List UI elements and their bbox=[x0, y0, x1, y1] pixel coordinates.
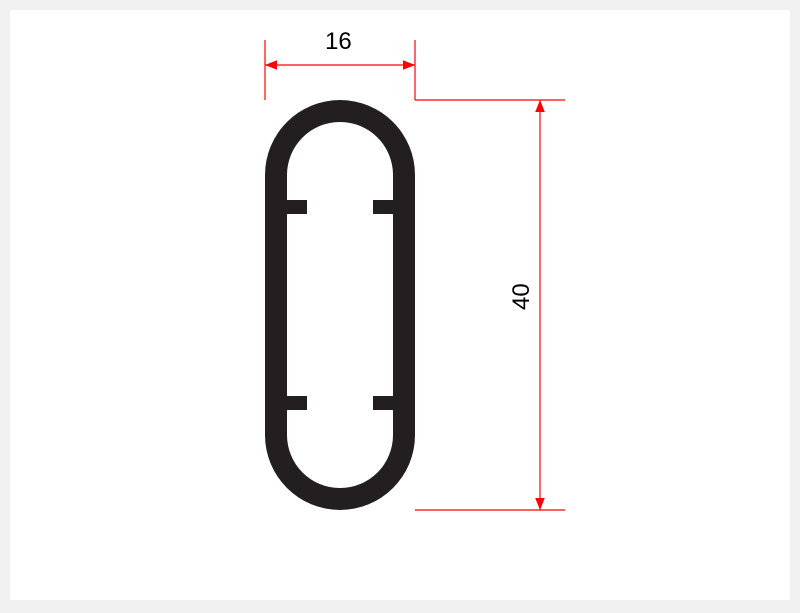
tab-bottom-right bbox=[373, 396, 393, 410]
profile-inner-cutout bbox=[287, 122, 393, 488]
height-dim-value: 40 bbox=[508, 283, 536, 310]
profile-drawing bbox=[10, 10, 790, 600]
tab-top-left bbox=[287, 200, 307, 214]
width-dim-value: 16 bbox=[325, 28, 352, 56]
tab-top-right bbox=[373, 200, 393, 214]
drawing-canvas: 16 40 bbox=[10, 10, 790, 600]
tab-bottom-left bbox=[287, 396, 307, 410]
